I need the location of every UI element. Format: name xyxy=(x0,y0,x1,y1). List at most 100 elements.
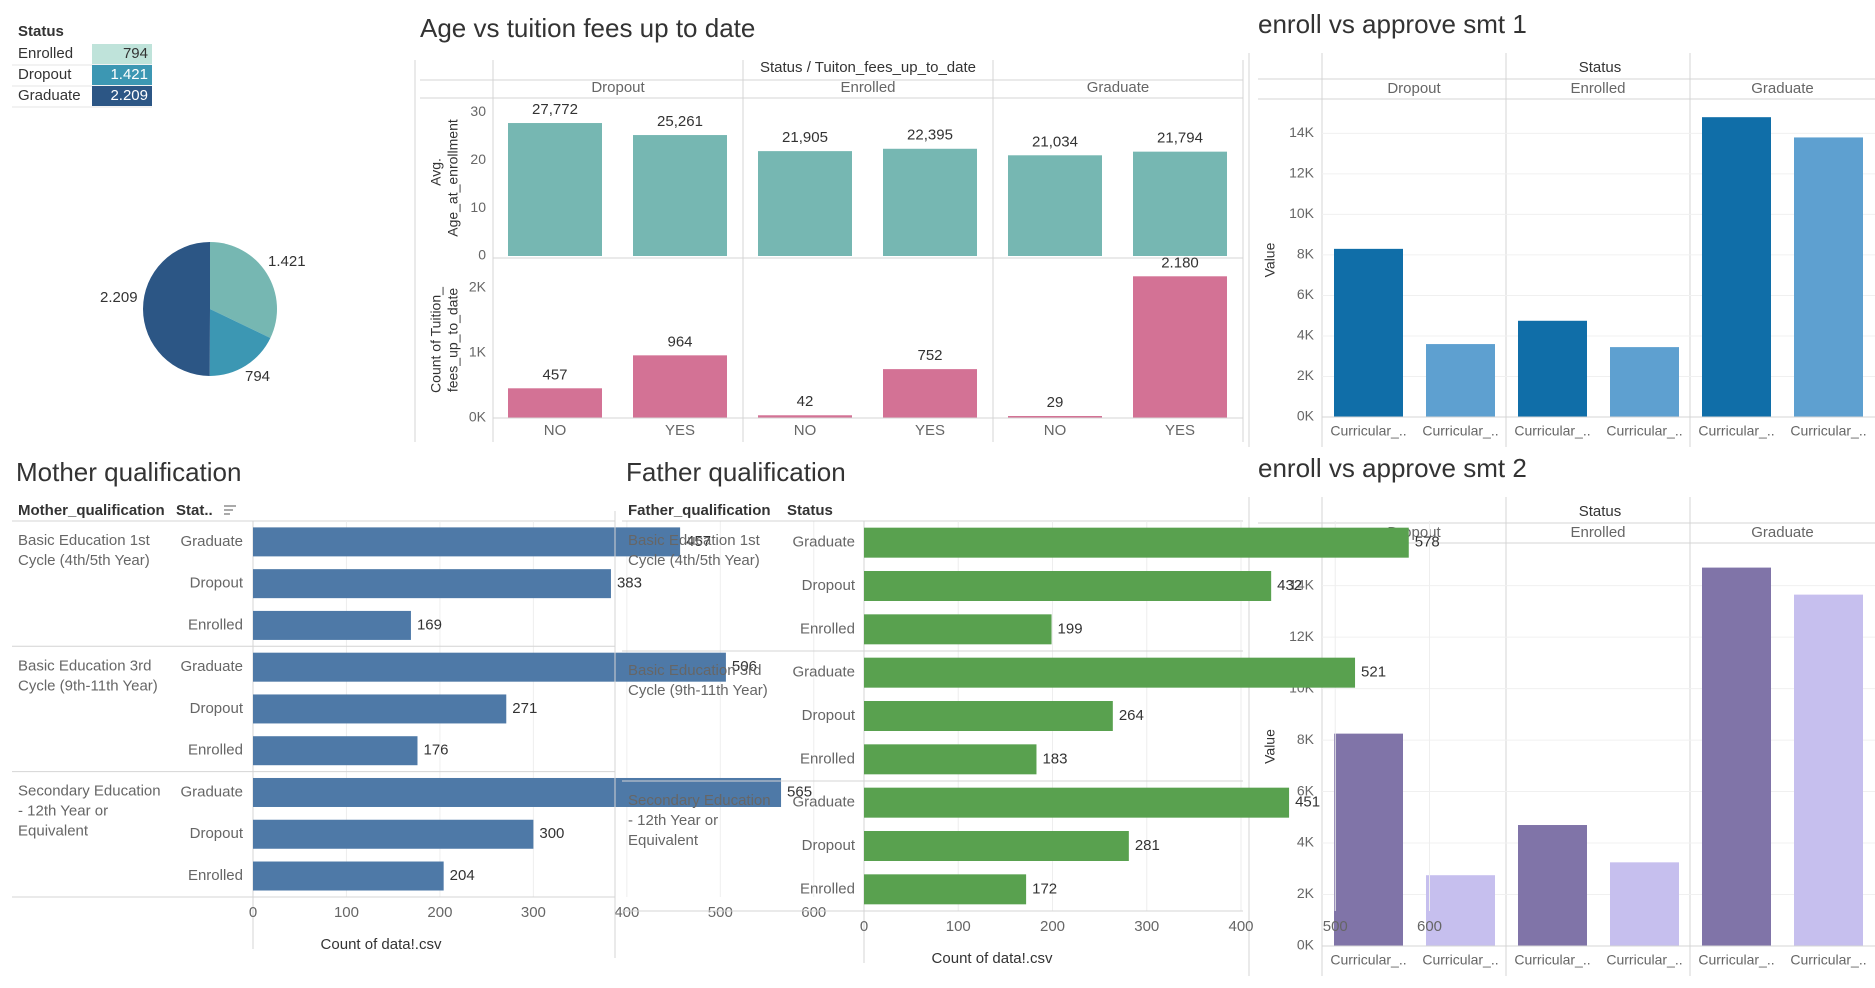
smt1-group-dropout: Dropout xyxy=(1387,80,1441,97)
father-status-label: Graduate xyxy=(792,534,855,551)
mother-bar-graduate[interactable] xyxy=(253,527,681,557)
father-bar-label: 172 xyxy=(1032,880,1057,897)
tuition-bar-graduate-yes[interactable] xyxy=(1133,276,1227,418)
smt2-x-label: Curricular_.. xyxy=(1514,952,1590,968)
father-bar-enrolled[interactable] xyxy=(864,874,1027,905)
mother-bar-enrolled[interactable] xyxy=(253,736,418,766)
pie-label-enrolled: 794 xyxy=(245,368,270,385)
father-bar-dropout[interactable] xyxy=(864,701,1113,731)
father-bar-dropout[interactable] xyxy=(864,571,1272,601)
father-tick: 600 xyxy=(1417,918,1442,935)
smt2-tick: 6K xyxy=(1297,782,1315,798)
smt2-group-graduate: Graduate xyxy=(1751,524,1814,541)
smt1-tick: 14K xyxy=(1289,124,1315,140)
pie-slice-graduate[interactable] xyxy=(143,242,210,376)
smt2-tick: 2K xyxy=(1297,885,1315,901)
father-bar-enrolled[interactable] xyxy=(864,614,1052,645)
legend-swatch-enrolled xyxy=(92,44,152,64)
mother-bar-dropout[interactable] xyxy=(253,694,507,724)
smt1-x-label: Curricular_.. xyxy=(1514,423,1590,439)
mother-category-label: Basic Education 3rd xyxy=(18,657,151,674)
tuition-bar-label: 752 xyxy=(917,347,942,364)
smt1-group-graduate: Graduate xyxy=(1751,80,1814,97)
father-bar-label: 199 xyxy=(1058,620,1083,637)
father-tick: 300 xyxy=(1134,918,1159,935)
smt1-x-label: Curricular_.. xyxy=(1606,423,1682,439)
father-tick: 200 xyxy=(1040,918,1065,935)
mother-bar-dropout[interactable] xyxy=(253,569,611,599)
mother-col2-header: Stat.. xyxy=(176,502,213,519)
mother-col1-header: Mother_qualification xyxy=(18,502,165,519)
tuition-bar-dropout-yes[interactable] xyxy=(633,355,727,418)
smt1-bar-enrolled-2[interactable] xyxy=(1610,347,1679,417)
tuition-bar-label: 42 xyxy=(797,393,814,410)
legend-title: Status xyxy=(18,23,64,40)
age-chart-title: Age vs tuition fees up to date xyxy=(420,13,755,43)
pie-slice-enrolled[interactable] xyxy=(209,309,271,376)
smt2-bar-graduate-2[interactable] xyxy=(1794,594,1863,946)
mother-bar-enrolled[interactable] xyxy=(253,861,444,891)
age-bar-graduate-no[interactable] xyxy=(1008,155,1102,256)
father-status-label: Enrolled xyxy=(800,620,855,637)
smt1-bar-dropout-2[interactable] xyxy=(1426,344,1495,417)
mother-bar-graduate[interactable] xyxy=(253,652,726,682)
father-bar-graduate[interactable] xyxy=(864,787,1290,818)
age-bar-enrolled-no[interactable] xyxy=(758,151,852,256)
age-bottom-tick: 2K xyxy=(469,279,487,295)
father-bar-enrolled[interactable] xyxy=(864,744,1037,775)
age-bar-label: 22,395 xyxy=(907,127,953,144)
father-status-label: Graduate xyxy=(792,794,855,811)
mother-bar-label: 506 xyxy=(732,658,757,675)
father-title: Father qualification xyxy=(626,457,846,487)
mother-status-label: Graduate xyxy=(180,533,243,550)
age-x-label-no: NO xyxy=(544,422,567,439)
smt1-bar-enrolled-1[interactable] xyxy=(1518,320,1587,417)
smt2-tick: 0K xyxy=(1297,937,1315,953)
age-bar-graduate-yes[interactable] xyxy=(1133,151,1227,256)
mother-bar-label: 565 xyxy=(787,783,812,800)
age-bar-dropout-yes[interactable] xyxy=(633,135,727,256)
age-x-label-yes: YES xyxy=(665,422,695,439)
smt2-bar-dropout-2[interactable] xyxy=(1426,875,1495,946)
mother-bar-label: 383 xyxy=(617,575,642,592)
age-x-label-no: NO xyxy=(794,422,817,439)
tuition-bar-label: 29 xyxy=(1047,394,1064,411)
father-bar-dropout[interactable] xyxy=(864,831,1129,861)
age-bar-dropout-no[interactable] xyxy=(508,123,602,256)
legend-swatch-dropout xyxy=(92,65,152,85)
mother-bar-dropout[interactable] xyxy=(253,819,534,849)
smt2-tick: 8K xyxy=(1297,731,1315,747)
smt2-group-enrolled: Enrolled xyxy=(1570,524,1625,541)
tuition-bar-dropout-no[interactable] xyxy=(508,388,602,418)
legend-label-graduate: Graduate xyxy=(18,87,81,104)
tuition-bar-graduate-no[interactable] xyxy=(1008,416,1102,418)
smt2-bar-graduate-1[interactable] xyxy=(1702,567,1771,946)
tuition-bar-enrolled-yes[interactable] xyxy=(883,369,977,418)
father-bar-graduate[interactable] xyxy=(864,527,1409,558)
smt1-bar-graduate-1[interactable] xyxy=(1702,117,1771,417)
mother-status-label: Dropout xyxy=(190,700,244,717)
smt2-bar-enrolled-1[interactable] xyxy=(1518,825,1587,946)
smt1-bar-graduate-2[interactable] xyxy=(1794,137,1863,417)
father-bar-label: 264 xyxy=(1119,707,1144,724)
father-x-label: Count of data!.csv xyxy=(932,950,1053,967)
father-bar-graduate[interactable] xyxy=(864,657,1356,688)
pie-slice-dropout[interactable] xyxy=(210,242,277,338)
mother-tick: 300 xyxy=(521,904,546,921)
tuition-bar-enrolled-no[interactable] xyxy=(758,415,852,418)
mother-bar-graduate[interactable] xyxy=(253,777,782,807)
tuition-bar-label: 964 xyxy=(667,333,692,350)
smt2-bar-enrolled-2[interactable] xyxy=(1610,862,1679,946)
smt1-bar-dropout-1[interactable] xyxy=(1334,248,1403,417)
age-bar-enrolled-yes[interactable] xyxy=(883,148,977,256)
smt2-bar-dropout-1[interactable] xyxy=(1334,733,1403,946)
mother-tick: 200 xyxy=(427,904,452,921)
mother-category-label: - 12th Year or xyxy=(18,803,108,820)
father-bar-label: 451 xyxy=(1295,794,1320,811)
father-tick: 0 xyxy=(860,918,868,935)
age-bottom-axis-label: Count of Tuition_ xyxy=(428,287,444,393)
mother-status-label: Dropout xyxy=(190,575,244,592)
mother-bar-enrolled[interactable] xyxy=(253,610,411,640)
father-col2-header: Status xyxy=(787,502,833,519)
